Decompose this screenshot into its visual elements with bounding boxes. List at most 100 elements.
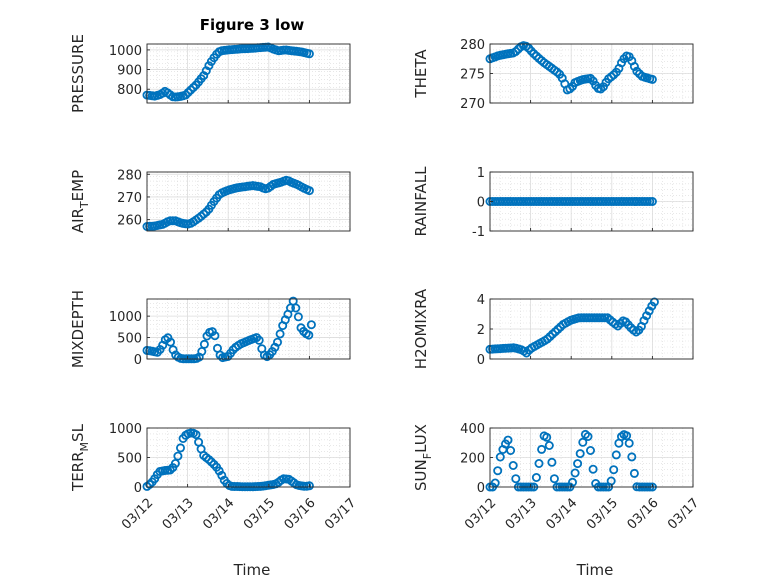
- y-axis-label-subscript: M: [78, 442, 91, 452]
- data-point: [583, 431, 593, 441]
- data-point: [547, 457, 557, 467]
- x-axis-label-left: Time: [233, 561, 271, 579]
- y-axis-label: H2OMIXRA: [412, 288, 430, 369]
- data-point: [629, 468, 639, 478]
- y-axis-label: MIXDEPTH: [69, 290, 87, 368]
- y-tick-label: 2: [477, 323, 485, 338]
- data-point: [506, 445, 516, 455]
- x-tick-label: 03/16: [282, 496, 319, 533]
- y-tick-label: 0: [477, 196, 485, 211]
- y-tick-label: 280: [117, 168, 142, 183]
- y-tick-label: 270: [460, 97, 485, 112]
- axes-box: [146, 43, 351, 104]
- data-point: [588, 76, 598, 86]
- data-point: [649, 297, 659, 307]
- x-tick-label: 03/15: [584, 496, 621, 533]
- y-axis-label-rest: SL: [69, 423, 87, 442]
- data-point: [191, 430, 201, 440]
- data-point: [549, 474, 559, 484]
- data-point: [493, 466, 503, 476]
- x-tick-label: 03/17: [322, 496, 359, 533]
- data-point: [647, 74, 657, 84]
- x-tick-label: 03/14: [200, 496, 237, 533]
- axes-box: [146, 171, 351, 232]
- y-axis-label-main: TERR: [69, 451, 87, 492]
- subplot-terr-msl: 0 500 1000 03/12 03/13 03/14 03/15 03/16 03/17 TE…: [69, 422, 359, 533]
- data-point: [291, 303, 301, 313]
- data-point: [217, 470, 227, 480]
- y-axis-label: PRESSURE: [69, 34, 87, 113]
- data-point: [534, 458, 544, 468]
- x-tick-label: 03/14: [543, 496, 580, 533]
- y-axis-label: SUNFLUX: [412, 424, 434, 491]
- y-tick-label: 900: [117, 64, 142, 79]
- data-point: [544, 440, 554, 450]
- data-point: [629, 62, 639, 72]
- data-point: [511, 474, 521, 484]
- data-point: [588, 464, 598, 474]
- data-point: [214, 466, 224, 476]
- subplot-rainfall: -1 0 1 RAINFALL: [412, 166, 694, 240]
- data-point: [531, 472, 541, 482]
- y-axis-label: RAINFALL: [412, 166, 430, 237]
- data-point: [304, 49, 314, 59]
- subplot-pressure: 800 900 1000 PRESSURE: [69, 34, 351, 113]
- y-tick-label: 1000: [109, 422, 142, 437]
- data-point: [173, 451, 183, 461]
- data-point: [503, 435, 513, 445]
- data-point: [609, 465, 619, 475]
- subplot-theta: 270 275 280 THETA: [412, 38, 694, 112]
- data-point: [170, 458, 180, 468]
- y-axis-label-rest: EMP: [69, 170, 87, 201]
- data-point: [578, 437, 588, 447]
- y-tick-label: 200: [460, 452, 485, 467]
- x-tick-label: 03/15: [241, 496, 278, 533]
- subplot-sun-flux: 0 200 400 03/12 03/13 03/14 03/15 03/16 03/17 SUN…: [412, 422, 702, 533]
- data-point: [275, 329, 285, 339]
- y-axis-label: TERRMSL: [69, 423, 91, 492]
- y-tick-label: 0: [477, 481, 485, 496]
- y-tick-label: 1000: [109, 44, 142, 59]
- x-tick-label: 03/13: [503, 496, 540, 533]
- subplot-mixdepth: 0 500 1000 MIXDEPTH: [69, 290, 351, 368]
- y-tick-label: 400: [460, 422, 485, 437]
- data-point: [600, 313, 610, 323]
- y-tick-label: 0: [134, 353, 142, 368]
- data-point: [306, 320, 316, 330]
- y-axis-label-subscript: T: [78, 201, 91, 209]
- data-point: [165, 337, 175, 347]
- data-point: [272, 337, 282, 347]
- subplot-air-temp: 260 270 280 AIRTEMP: [69, 168, 351, 233]
- data-point: [508, 460, 518, 470]
- y-tick-label: 275: [460, 68, 485, 83]
- y-tick-label: 500: [117, 332, 142, 347]
- y-axis-label-main: SUN: [412, 459, 430, 491]
- y-tick-label: 800: [117, 83, 142, 98]
- figure-title: Figure 3 low: [200, 16, 305, 34]
- y-axis-label-subscript: F: [421, 453, 434, 459]
- y-axis-label: AIRTEMP: [69, 170, 91, 233]
- y-tick-label: 260: [117, 214, 142, 229]
- data-point: [611, 450, 621, 460]
- y-axis-label-main: AIR: [69, 208, 87, 233]
- y-tick-label: 500: [117, 452, 142, 467]
- data-point: [537, 444, 547, 454]
- data-point: [622, 431, 632, 441]
- data-point: [627, 452, 637, 462]
- y-axis-label: THETA: [412, 49, 430, 99]
- y-tick-label: 1000: [109, 310, 142, 325]
- y-tick-label: 280: [460, 38, 485, 53]
- y-tick-label: 270: [117, 191, 142, 206]
- data-point: [573, 459, 583, 469]
- data-point: [542, 432, 552, 442]
- data-point: [293, 312, 303, 322]
- x-tick-label: 03/16: [625, 496, 662, 533]
- data-point: [624, 438, 634, 448]
- axes-box: [146, 298, 351, 360]
- data-point: [495, 452, 505, 462]
- data-point: [575, 449, 585, 459]
- data-point: [570, 468, 580, 478]
- y-tick-label: 1: [477, 166, 485, 181]
